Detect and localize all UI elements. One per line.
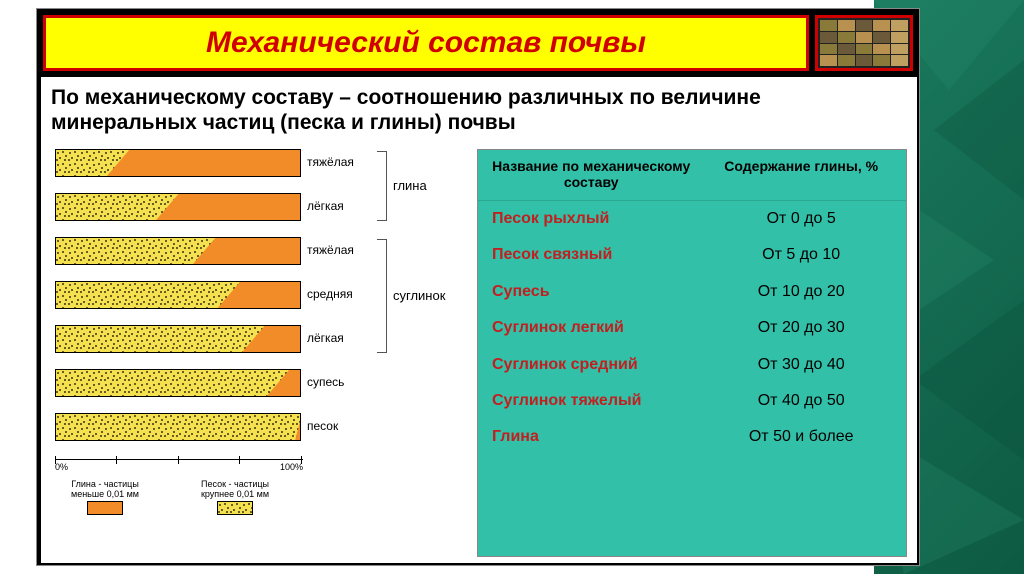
table-row: Суглинок легкийОт 20 до 30 [478,310,906,346]
slide-frame: Механический состав почвы По механическо… [36,8,920,566]
group-label: суглинок [393,288,445,303]
table-row: Песок связныйОт 5 до 10 [478,237,906,273]
clay-overlay [56,150,301,177]
bar-label: тяжёлая [307,155,354,169]
bar-label: супесь [307,375,344,389]
axis-max: 100% [280,462,303,472]
table-row: ГлинаОт 50 и более [478,419,906,455]
bar-stack: тяжёлая лёгкая тяжёлая средняя лёгкая су… [55,149,315,457]
clay-pct-cell: От 5 до 10 [700,246,902,264]
clay-overlay [56,414,301,441]
soil-bar [55,237,301,265]
clay-pct-cell: От 0 до 5 [700,210,902,228]
clay-content-table: Название по механическому составу Содерж… [477,149,907,557]
clay-overlay [56,194,301,221]
soil-name-cell: Суглинок средний [482,356,700,374]
axis-min: 0% [55,462,68,472]
legend-sand-swatch [217,501,253,515]
table-header: Название по механическому составу Содерж… [478,150,906,201]
group-bracket [377,151,387,221]
soil-name-cell: Суглинок тяжелый [482,392,700,410]
soil-bar [55,369,301,397]
legend-clay-swatch [87,501,123,515]
title-bar: Механический состав почвы [43,15,809,71]
bar-row: тяжёлая [55,149,315,179]
table-header-value: Содержание глины, % [700,158,902,190]
soil-bar [55,193,301,221]
bar-row: тяжёлая [55,237,315,267]
group-bracket [377,239,387,353]
chart-axis: 0% 100% [55,459,303,460]
soil-bar [55,149,301,177]
soil-bar [55,281,301,309]
chart-legend: Глина - частицы меньше 0,01 мм Песок - ч… [55,479,285,515]
legend-clay-text: Глина - частицы меньше 0,01 мм [55,479,155,499]
legend-sand-text: Песок - частицы крупнее 0,01 мм [185,479,285,499]
soil-name-cell: Глина [482,428,700,446]
soil-bar [55,413,301,441]
bar-label: песок [307,419,338,433]
clay-pct-cell: От 30 до 40 [700,356,902,374]
table-body: Песок рыхлыйОт 0 до 5Песок связныйОт 5 д… [478,201,906,456]
soil-name-cell: Суглинок легкий [482,319,700,337]
soil-composition-chart: тяжёлая лёгкая тяжёлая средняя лёгкая су… [55,149,475,519]
legend-clay: Глина - частицы меньше 0,01 мм [55,479,155,515]
bar-row: средняя [55,281,315,311]
bar-row: лёгкая [55,193,315,223]
thumbnail-grid [815,15,913,71]
clay-overlay [56,282,301,309]
table-row: Суглинок среднийОт 30 до 40 [478,347,906,383]
table-row: СупесьОт 10 до 20 [478,274,906,310]
soil-name-cell: Супесь [482,283,700,301]
table-row: Песок рыхлыйОт 0 до 5 [478,201,906,237]
legend-sand: Песок - частицы крупнее 0,01 мм [185,479,285,515]
content-panel: По механическому составу – соотношению р… [41,77,917,563]
bar-label: средняя [307,287,353,301]
bar-label: лёгкая [307,199,344,213]
body: тяжёлая лёгкая тяжёлая средняя лёгкая су… [41,149,917,563]
bar-row: песок [55,413,315,443]
clay-pct-cell: От 50 и более [700,428,902,446]
table-header-name: Название по механическому составу [482,158,700,190]
clay-pct-cell: От 20 до 30 [700,319,902,337]
soil-name-cell: Песок связный [482,246,700,264]
clay-pct-cell: От 10 до 20 [700,283,902,301]
bar-row: супесь [55,369,315,399]
clay-pct-cell: От 40 до 50 [700,392,902,410]
clay-overlay [56,238,301,265]
soil-name-cell: Песок рыхлый [482,210,700,228]
bar-row: лёгкая [55,325,315,355]
table-row: Суглинок тяжелыйОт 40 до 50 [478,383,906,419]
bar-label: лёгкая [307,331,344,345]
title-text: Механический состав почвы [206,26,646,60]
group-label: глина [393,178,427,193]
clay-overlay [56,326,301,353]
soil-bar [55,325,301,353]
bar-label: тяжёлая [307,243,354,257]
clay-overlay [56,370,301,397]
subtitle: По механическому составу – соотношению р… [41,77,917,139]
